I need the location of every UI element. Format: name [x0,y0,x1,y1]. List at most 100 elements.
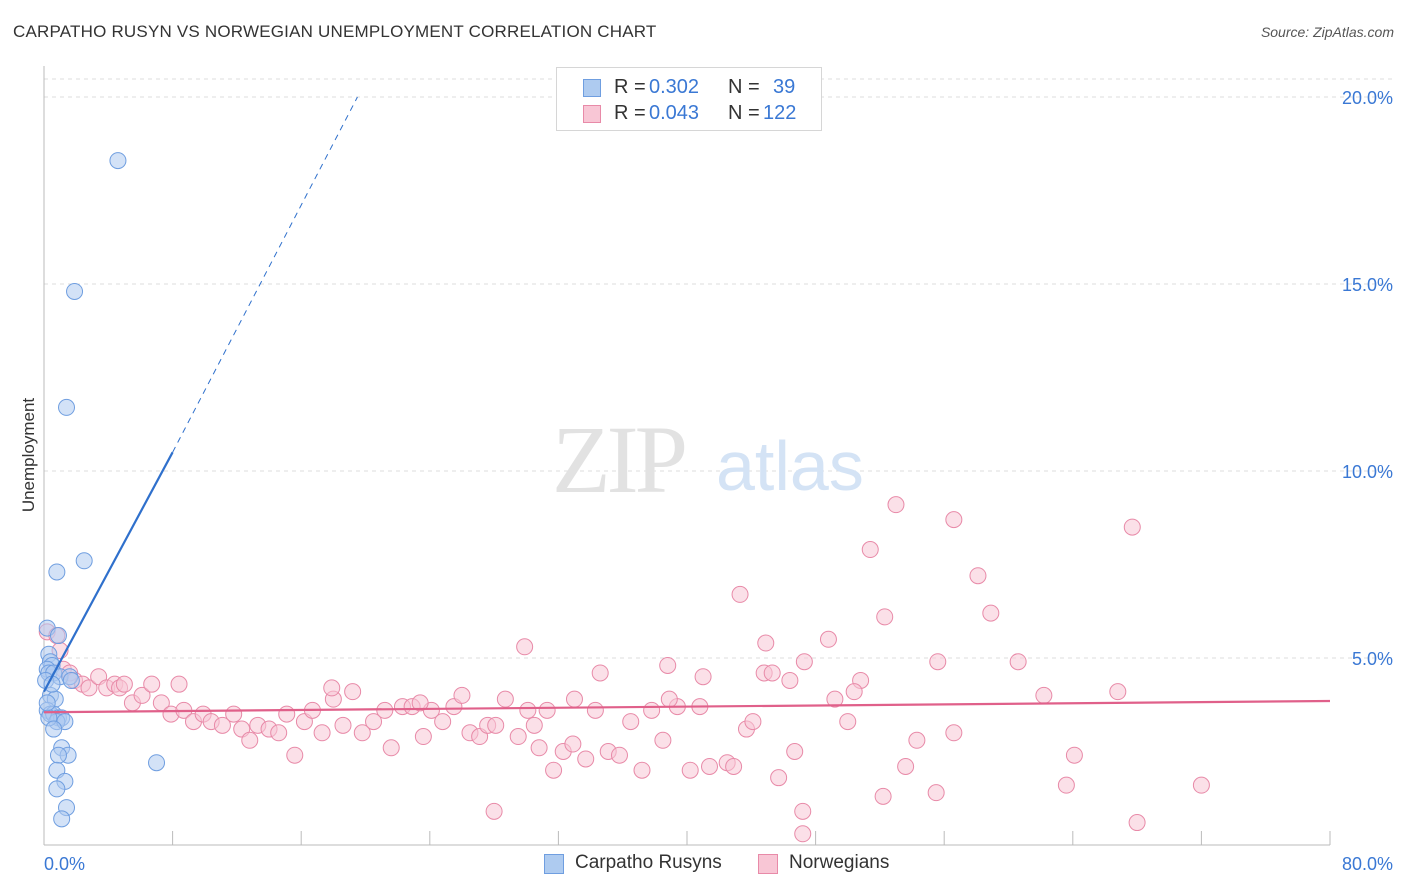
grid-layer [44,78,1395,659]
point-carpatho [62,671,80,689]
point-norwegian [781,671,799,689]
point-norwegian [876,608,894,626]
point-norwegian [643,701,661,719]
legend-r-value: 0.302 [649,76,700,98]
point-norwegian [731,585,749,603]
point-norwegian [1128,814,1146,832]
trend-line-carpatho [43,451,174,693]
legend-r-value: 0.043 [649,102,700,124]
y-tick-label: 15.0% [1342,275,1393,295]
correlation-legend: R = 0.302 N = 39 R = 0.043 N = 122 [556,67,822,131]
point-carpatho [75,552,93,570]
point-norwegian [1192,776,1210,794]
point-norwegian [545,761,563,779]
point-norwegian [213,716,231,734]
legend-swatch-carpatho [583,79,601,97]
point-norwegian [115,675,133,693]
point-norwegian [622,713,640,731]
trend-line-carpatho-extension [172,96,358,453]
legend-r-label: R = [614,76,646,98]
point-norwegian [654,731,672,749]
point-norwegian [945,511,963,529]
point-norwegian [143,675,161,693]
legend-swatch-norwegians [583,105,601,123]
point-norwegian [861,541,879,559]
bottom-legend-swatch-norwegians [758,854,778,874]
point-norwegian [577,750,595,768]
point-norwegian [819,630,837,648]
point-norwegian [694,668,712,686]
point-norwegian [725,757,743,775]
point-norwegian [701,757,719,775]
point-norwegian [538,701,556,719]
point-norwegian [897,757,915,775]
trend-line-norwegians [43,699,1331,714]
trend-layer [43,96,1331,714]
point-carpatho [53,810,71,828]
legend-r-label: R = [614,102,646,124]
legend-n-value: 39 [773,76,796,98]
point-norwegian [516,638,534,656]
point-norwegian [80,679,98,697]
point-norwegian [323,679,341,697]
point-norwegian [839,713,857,731]
point-norwegian [770,769,788,787]
legend-n-value: 122 [763,102,797,124]
point-norwegian [826,690,844,708]
point-carpatho [49,627,67,645]
point-norwegian [241,731,259,749]
point-norwegian [794,825,812,843]
point-norwegian [1065,746,1083,764]
point-norwegian [353,724,371,742]
point-norwegian [887,496,905,514]
point-carpatho [109,152,127,170]
point-norwegian [681,761,699,779]
chart-title: CARPATHO RUSYN VS NORWEGIAN UNEMPLOYMENT… [13,22,657,41]
point-norwegian [313,724,331,742]
y-axis-label: Unemployment [19,397,38,513]
point-norwegian [565,690,583,708]
point-norwegian [929,653,947,671]
point-carpatho [38,694,56,712]
point-carpatho [66,282,84,300]
y-tick-label: 5.0% [1352,649,1393,669]
point-norwegian [786,743,804,760]
point-norwegian [982,604,1000,622]
source-label: Source: ZipAtlas.com [1260,24,1394,40]
point-norwegian [610,746,628,764]
point-norwegian [530,739,548,757]
point-norwegian [945,724,963,742]
point-norwegian [795,653,813,671]
point-norwegian [434,713,452,731]
point-carpatho [48,780,66,798]
point-norwegian [225,705,243,723]
point-norwegian [334,716,352,734]
point-norwegian [586,701,604,719]
point-norwegian [927,784,945,802]
point-norwegian [414,728,432,746]
watermark-atlas: atlas [716,427,864,505]
point-norwegian [564,735,582,753]
point-norwegian [453,686,471,704]
axis-layer [43,66,1331,846]
x-tick-label-min: 0.0% [44,854,85,874]
y-tick-label: 20.0% [1342,88,1393,108]
point-norwegian [170,675,188,693]
tick-label-layer: 5.0% 10.0% 15.0% 20.0% 0.0% 80.0% [44,88,1393,874]
point-norwegian [525,716,543,734]
point-norwegian [908,731,926,749]
point-norwegian [744,713,762,731]
point-norwegian [660,690,678,708]
point-norwegian [1109,683,1127,701]
point-norwegian [845,683,863,701]
legend-n-label: N = [728,76,760,98]
point-norwegian [519,701,537,719]
point-norwegian [1123,518,1141,536]
point-norwegian [278,705,296,723]
point-norwegian [133,686,151,704]
point-norwegian [969,567,987,585]
y-axis-label-wrap: Unemployment [14,330,44,590]
point-norwegian [344,683,362,701]
point-norwegian [1009,653,1027,671]
